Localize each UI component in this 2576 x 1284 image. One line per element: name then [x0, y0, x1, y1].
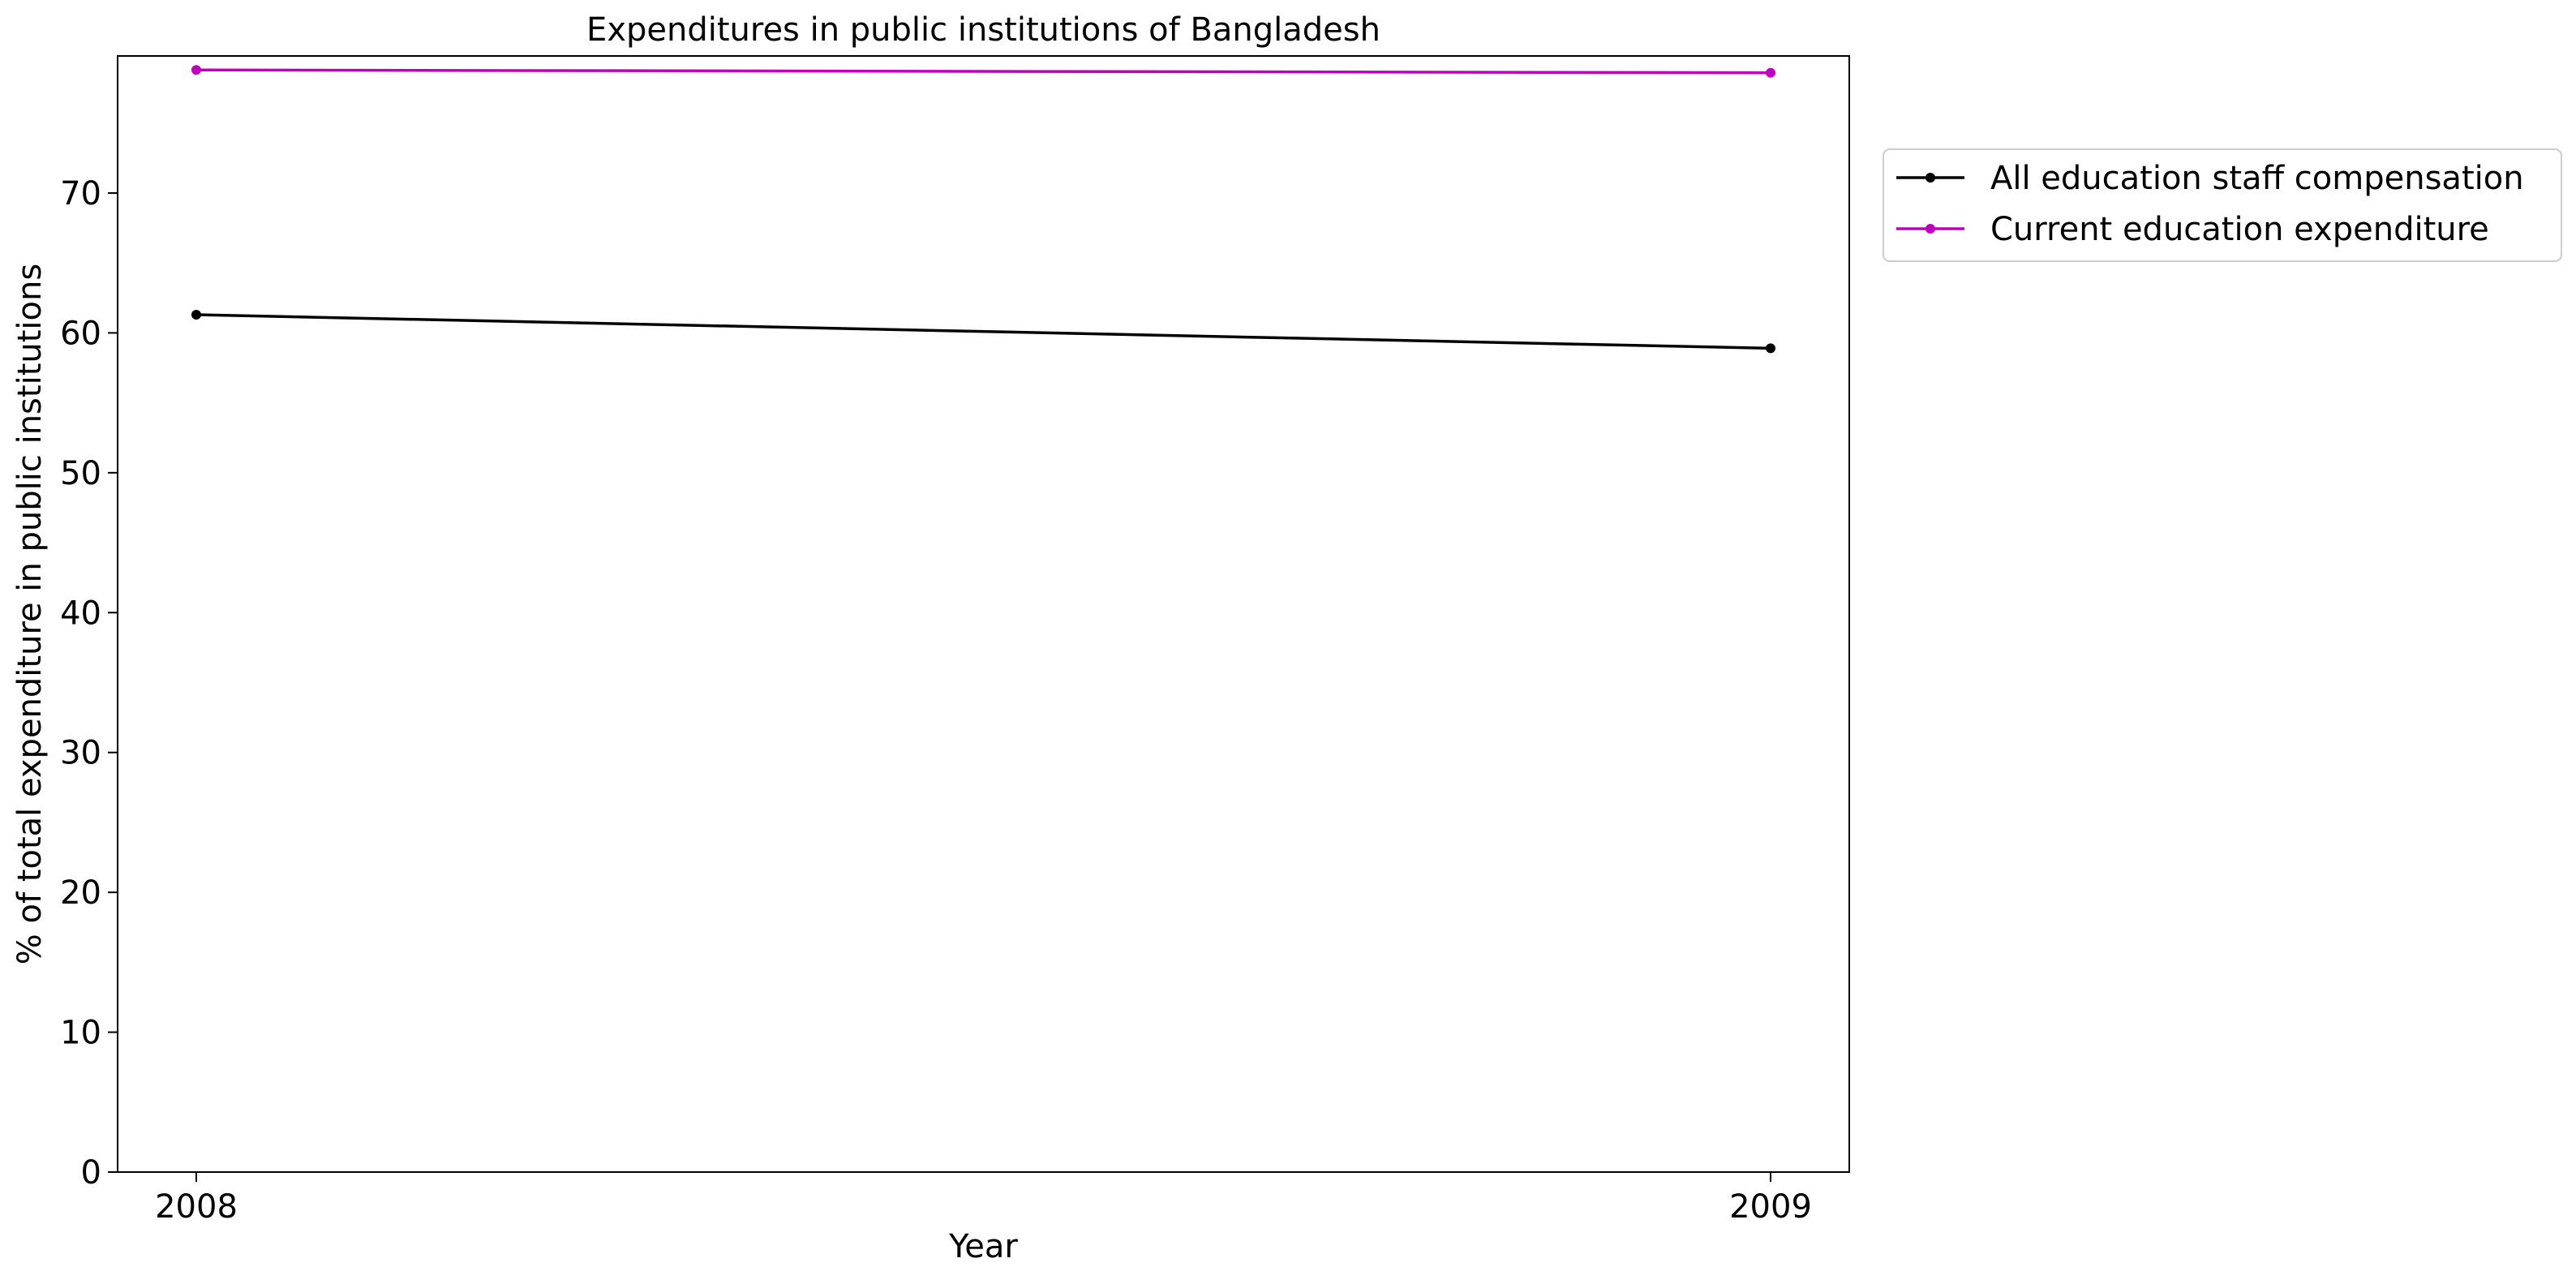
- legend-label: All education staff compensation: [1990, 160, 2524, 197]
- y-tick-label: 0: [81, 1154, 101, 1192]
- legend-marker: [1926, 173, 1935, 183]
- axis-layer: 0 10 20 30 40 50 60 70 2008 2009 Expenditures in p…: [11, 11, 1850, 1265]
- y-tick-label: 40: [60, 595, 101, 632]
- y-axis-label: % of total expenditure in public institu…: [11, 264, 49, 964]
- legend-box: [1883, 148, 2562, 262]
- legend-marker: [1926, 224, 1935, 234]
- data-point: [191, 65, 201, 75]
- y-tick-label: 30: [60, 735, 101, 772]
- chart-title: Expenditures in public institutions of B…: [586, 11, 1380, 49]
- y-tick-label: 20: [60, 874, 101, 912]
- series-line-2: [195, 68, 1771, 75]
- y-tick-label: 50: [60, 455, 101, 492]
- y-tick-label: 10: [60, 1015, 101, 1052]
- plot-frame: [117, 55, 1850, 1173]
- series-line-1: [195, 313, 1771, 350]
- x-tick-label: 2009: [1729, 1188, 1812, 1226]
- data-point: [191, 309, 201, 320]
- y-tick-label: 60: [60, 315, 101, 352]
- x-axis-label: Year: [948, 1228, 1018, 1265]
- data-point: [1766, 67, 1775, 78]
- legend-label: Current education expenditure: [1990, 211, 2489, 248]
- y-tick-label: 70: [60, 175, 101, 213]
- legend: All education staff compensation Current …: [1883, 148, 2562, 262]
- x-tick-label: 2008: [155, 1188, 238, 1226]
- plot-layer: [191, 65, 1775, 354]
- data-point: [1766, 343, 1775, 354]
